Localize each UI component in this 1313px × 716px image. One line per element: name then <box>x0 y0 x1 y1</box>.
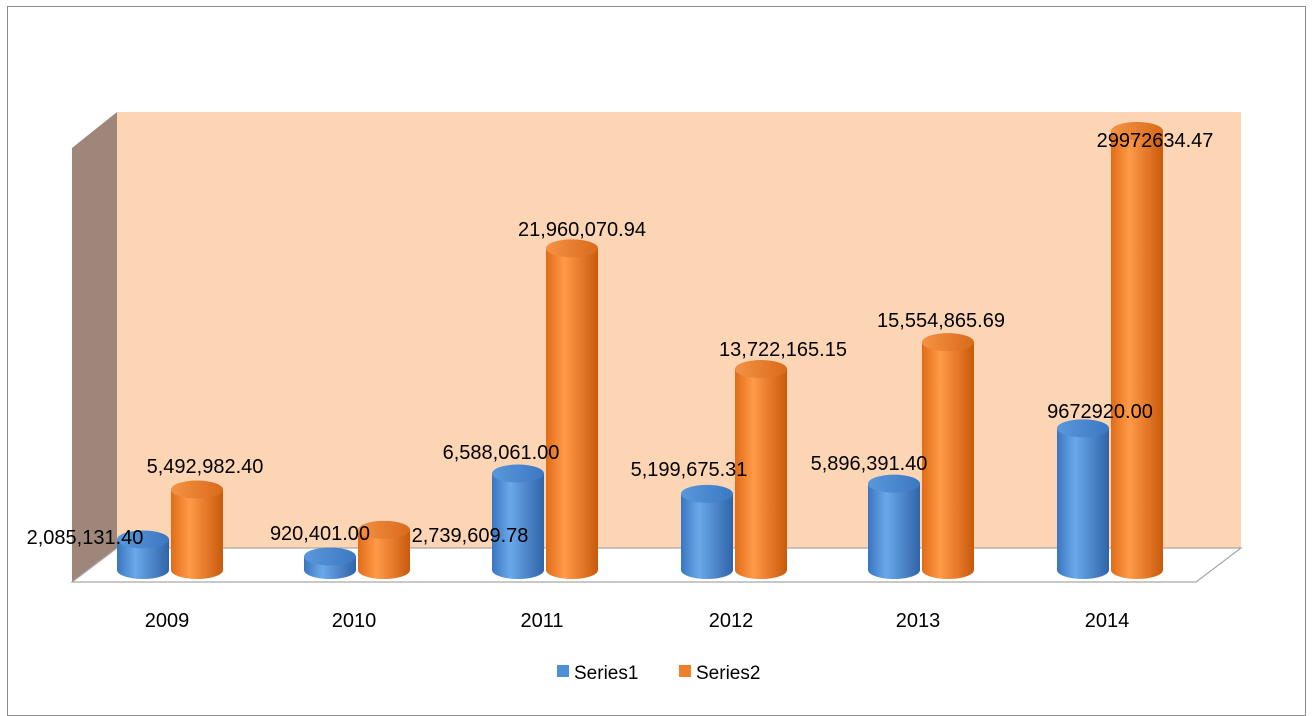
bar-series1-2012 <box>681 484 733 579</box>
bar-top <box>546 239 598 258</box>
bar-body <box>868 483 920 579</box>
data-label-series2-2011: 21,960,070.94 <box>518 219 646 241</box>
bar-series2-2014 <box>1111 122 1163 579</box>
bar-top <box>868 474 920 493</box>
category-label-2014: 2014 <box>1085 610 1130 632</box>
data-label-series1-2011: 6,588,061.00 <box>443 442 560 464</box>
data-label-series1-2009: 2,085,131.40 <box>27 527 144 549</box>
bar-top <box>117 530 169 549</box>
data-label-series2-2013: 15,554,865.69 <box>877 310 1005 332</box>
bar-series2-2013 <box>922 333 974 579</box>
category-label-2012: 2012 <box>709 610 754 632</box>
back-wall <box>117 112 1241 548</box>
bar-series1-2013 <box>868 474 920 579</box>
bar-series1-2009 <box>117 530 169 579</box>
legend-label-series2: Series2 <box>696 663 760 684</box>
category-label-2010: 2010 <box>332 610 377 632</box>
bar-top <box>681 484 733 503</box>
legend: Series1 Series2 <box>557 663 760 684</box>
bar-body <box>492 473 544 579</box>
bar-top <box>735 360 787 379</box>
legend-swatch-series1 <box>557 665 569 677</box>
bar-series2-2012 <box>735 360 787 579</box>
bar-top <box>492 464 544 483</box>
data-label-series2-2014: 29972634.47 <box>1097 130 1214 152</box>
bar-series1-2010 <box>304 547 356 579</box>
bar-top <box>922 333 974 352</box>
bar-body <box>735 369 787 579</box>
bar-series2-2010 <box>358 520 410 579</box>
bar-body <box>171 489 223 579</box>
bar-series1-2011 <box>492 464 544 579</box>
legend-label-series1: Series1 <box>574 663 638 684</box>
bar-body <box>1111 131 1163 579</box>
bar-body <box>922 342 974 579</box>
category-label-2013: 2013 <box>896 610 941 632</box>
data-label-series1-2010: 920,401.00 <box>270 523 370 545</box>
bar-body <box>1057 428 1109 579</box>
legend-swatch-series2 <box>679 665 691 677</box>
bar-top <box>1111 122 1163 140</box>
bar-body <box>546 248 598 580</box>
data-label-series2-2012: 13,722,165.15 <box>719 339 847 361</box>
data-label-series2-2010: 2,739,609.78 <box>412 525 529 547</box>
data-label-series1-2013: 5,896,391.40 <box>811 453 928 475</box>
bar-series1-2014 <box>1057 419 1109 579</box>
side-wall <box>72 112 117 582</box>
bar-top <box>358 520 410 539</box>
data-labels-group: 2,085,131.40 5,492,982.40 920,401.00 2,739,… <box>27 130 1214 549</box>
bars-group <box>117 122 1163 580</box>
bar-top <box>1057 419 1109 438</box>
data-label-series1-2012: 5,199,675.31 <box>631 459 748 481</box>
bar-series2-2009 <box>171 480 223 579</box>
data-label-series1-2014: 9672920.00 <box>1047 401 1153 423</box>
bar-body <box>358 529 410 579</box>
category-label-2009: 2009 <box>145 610 190 632</box>
data-label-series2-2009: 5,492,982.40 <box>147 456 264 478</box>
bar-body <box>117 539 169 579</box>
category-labels-group: 2009 2010 2011 2012 2013 2014 <box>145 610 1130 632</box>
bar-top <box>171 480 223 499</box>
bar-body <box>681 493 733 579</box>
bar-series2-2011 <box>546 239 598 580</box>
category-label-2011: 2011 <box>520 610 563 632</box>
bar-top <box>304 547 356 566</box>
